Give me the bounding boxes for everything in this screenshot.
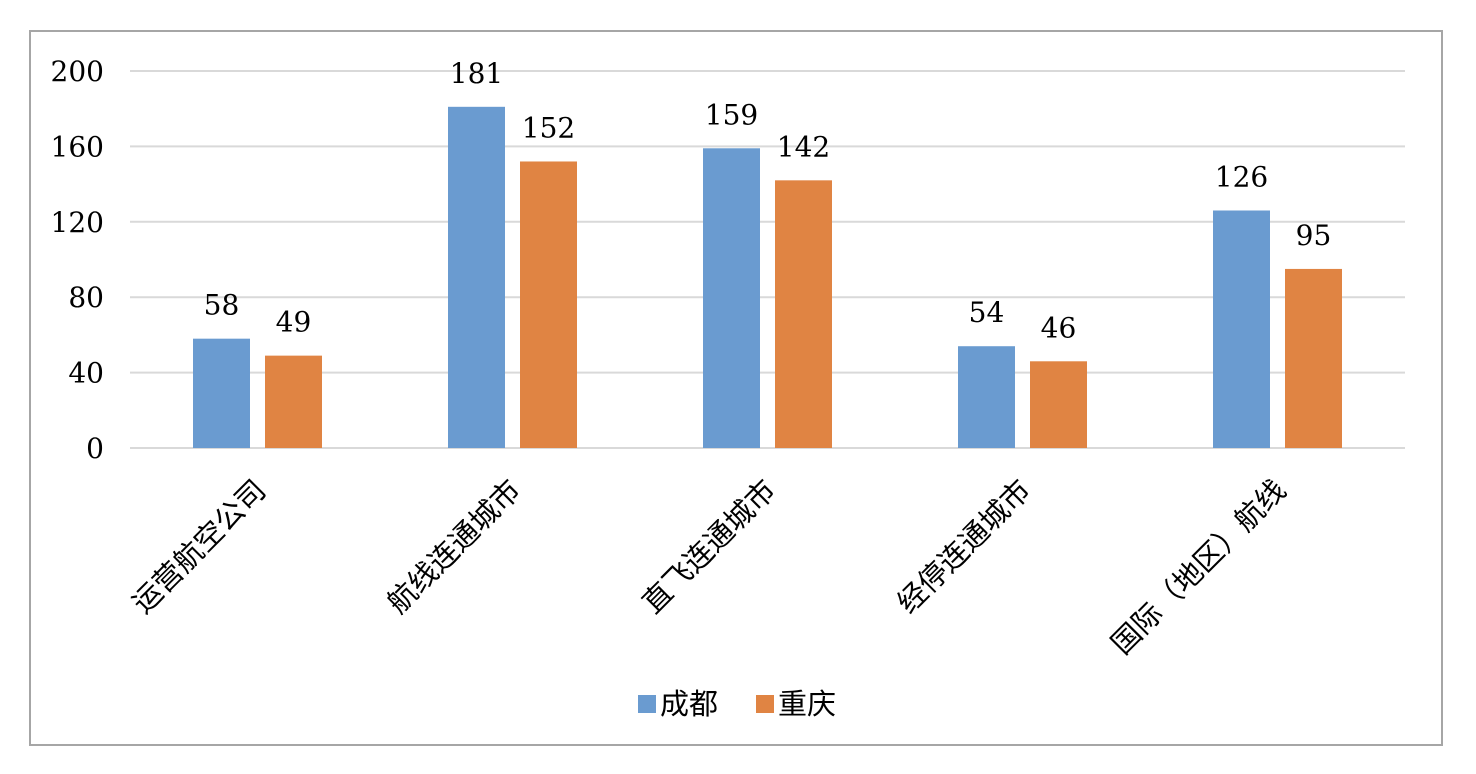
bar-series1	[448, 106, 505, 448]
x-category-label: 国际（地区）航线	[1104, 473, 1292, 661]
bar-series1	[703, 148, 760, 448]
data-label: 159	[705, 98, 758, 131]
legend-swatch	[638, 695, 656, 713]
data-label: 181	[450, 57, 503, 90]
x-category-label: 直飞连通城市	[635, 473, 782, 620]
legend-swatch	[756, 695, 774, 713]
bars	[193, 106, 1342, 449]
x-category-label: 经停连通城市	[890, 473, 1037, 620]
y-tick-label: 120	[51, 206, 104, 239]
bar-series2	[265, 355, 322, 448]
gridlines	[130, 70, 1405, 449]
y-tick-label: 200	[51, 55, 104, 88]
y-tick-label: 160	[51, 130, 104, 163]
data-label: 142	[777, 130, 830, 163]
y-tick-label: 40	[68, 357, 104, 390]
y-tick-label: 0	[86, 432, 104, 465]
bar-series2	[1030, 361, 1087, 448]
y-tick-label: 80	[68, 281, 104, 314]
data-labels: 58 49 181 152 159 142 54 46 126 95	[204, 57, 1332, 344]
bar-series2	[520, 161, 577, 449]
bar-series2	[775, 180, 832, 448]
bar-series1	[193, 338, 250, 448]
bar-series1	[958, 346, 1015, 448]
legend-label: 重庆	[778, 687, 836, 721]
data-label: 46	[1041, 311, 1077, 344]
data-label: 49	[276, 306, 312, 339]
data-label: 152	[522, 111, 575, 144]
x-axis-categories: 运营航空公司 航线连通城市 直飞连通城市 经停连通城市 国际（地区）航线	[125, 473, 1292, 661]
legend-label: 成都	[660, 687, 718, 721]
data-label: 95	[1296, 219, 1332, 252]
data-label: 54	[969, 296, 1005, 329]
y-axis-ticks: 0 40 80 120 160 200	[51, 55, 104, 465]
bar-series1	[1213, 210, 1270, 448]
x-category-label: 航线连通城市	[380, 473, 527, 620]
data-label: 58	[204, 289, 240, 322]
data-label: 126	[1215, 160, 1268, 193]
bar-series2	[1285, 268, 1342, 448]
legend: 成都 重庆	[638, 687, 836, 721]
x-category-label: 运营航空公司	[125, 473, 272, 620]
